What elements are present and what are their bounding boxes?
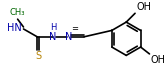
Text: N: N (49, 32, 57, 42)
Text: OH: OH (150, 55, 165, 65)
Text: OH: OH (136, 2, 151, 12)
Text: =: = (71, 24, 78, 33)
Text: HN: HN (7, 23, 22, 33)
Text: CH₃: CH₃ (10, 8, 25, 17)
Text: S: S (35, 51, 41, 61)
Text: N: N (65, 32, 72, 42)
Text: H: H (50, 23, 56, 32)
